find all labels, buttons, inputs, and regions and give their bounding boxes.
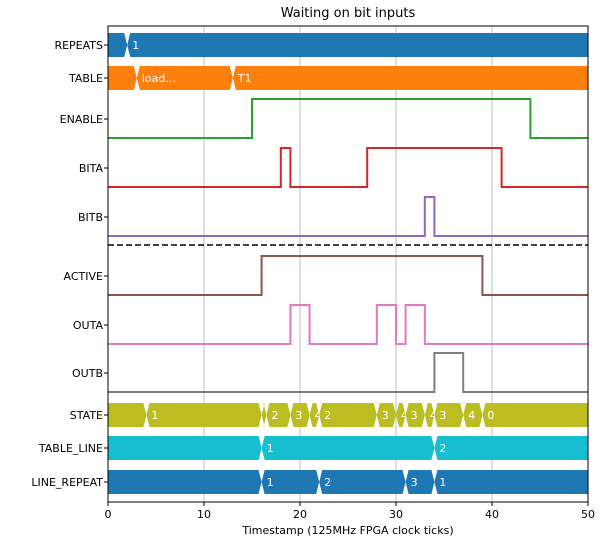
chart-title: Waiting on bit inputs	[281, 6, 416, 21]
x-tick-label-30: 30	[389, 508, 403, 521]
bus-label-TABLE-2: T1	[237, 72, 252, 85]
row-label-REPEATS: REPEATS	[54, 39, 103, 52]
bus-label-STATE-13: 0	[487, 409, 494, 422]
x-axis-label: Timestamp (125MHz FPGA clock ticks)	[241, 524, 453, 537]
bus-segment-STATE-11	[434, 403, 464, 427]
bus-label-STATE-6: 2	[324, 409, 331, 422]
bus-label-STATE-7: 3	[382, 409, 389, 422]
signal-trace-ENABLE	[108, 98, 588, 139]
bus-segment-STATE-1	[146, 403, 262, 427]
bus-segment-STATE-5	[309, 403, 320, 427]
row-label-ACTIVE: ACTIVE	[64, 270, 104, 283]
bus-segment-LINE_REPEAT-3	[405, 470, 435, 494]
bus-segment-STATE-6	[319, 403, 377, 427]
bus-segment-TABLE_LINE-1	[261, 436, 435, 460]
signal-trace-OUTB	[108, 352, 588, 393]
bus-segment-STATE-2	[261, 403, 267, 427]
bus-segment-LINE_REPEAT-2	[319, 470, 406, 494]
bus-label-STATE-11: 3	[439, 409, 446, 422]
bus-segment-LINE_REPEAT-4	[434, 470, 588, 494]
bus-segment-TABLE_LINE-0	[108, 436, 262, 460]
bus-segment-LINE_REPEAT-1	[261, 470, 320, 494]
bus-label-STATE-5: 4	[315, 409, 322, 422]
bus-segment-STATE-9	[405, 403, 425, 427]
bus-segment-STATE-8	[396, 403, 406, 427]
grid-lines	[203, 26, 493, 502]
x-tick-label-40: 40	[485, 508, 499, 521]
bus-segment-STATE-3	[266, 403, 291, 427]
row-label-STATE: STATE	[70, 409, 103, 422]
x-tick-label-50: 50	[581, 508, 595, 521]
row-label-TABLE_LINE: TABLE_LINE	[38, 442, 103, 455]
bus-segment-TABLE-2	[232, 66, 589, 90]
signal-trace-BITA	[108, 147, 588, 188]
bus-segment-STATE-10	[424, 403, 435, 427]
bus-segment-REPEATS-0	[108, 33, 128, 57]
row-labels: REPEATS TABLE ENABLE BITA BITB ACTIVE OUTA OUTB…	[31, 39, 108, 489]
bus-label-REPEATS-1: 1	[132, 39, 139, 52]
bus-label-TABLE_LINE-1: 1	[267, 442, 274, 455]
bus-segment-REPEATS-1	[127, 33, 588, 57]
bus-segment-STATE-0	[108, 403, 147, 427]
row-label-OUTB: OUTB	[72, 367, 103, 380]
bus-segment-STATE-7	[376, 403, 396, 427]
plot-frame	[107, 25, 589, 503]
bus-segment-TABLE-0	[108, 66, 137, 90]
bus-label-STATE-1: 1	[151, 409, 158, 422]
bus-label-LINE_REPEAT-2: 2	[324, 476, 331, 489]
x-tick-label-10: 10	[197, 508, 211, 521]
bus-label-STATE-9: 3	[411, 409, 418, 422]
bus-label-LINE_REPEAT-4: 1	[439, 476, 446, 489]
bus-label-TABLE-1: load...	[142, 72, 176, 85]
bus-label-STATE-4: 3	[295, 409, 302, 422]
bus-segment-LINE_REPEAT-0	[108, 470, 262, 494]
bus-label-STATE-10: 4	[430, 409, 437, 422]
x-tick-label-20: 20	[293, 508, 307, 521]
bus-label-LINE_REPEAT-1: 1	[267, 476, 274, 489]
row-label-LINE_REPEAT: LINE_REPEAT	[31, 476, 103, 489]
bus-label-STATE-12: 4	[468, 409, 475, 422]
bus-label-LINE_REPEAT-3: 3	[411, 476, 418, 489]
bus-segment-STATE-12	[463, 403, 483, 427]
bus-label-STATE-3: 2	[271, 409, 278, 422]
bus-label-STATE-8: 4	[401, 409, 408, 422]
bus-segment-STATE-4	[290, 403, 310, 427]
bus-label-TABLE_LINE-2: 2	[439, 442, 446, 455]
bus-segment-STATE-13	[482, 403, 588, 427]
signal-trace-OUTA	[108, 304, 588, 345]
row-label-ENABLE: ENABLE	[60, 113, 103, 126]
x-tick-label-0: 0	[105, 508, 112, 521]
row-label-TABLE: TABLE	[68, 72, 103, 85]
bus-segment-TABLE-1	[136, 66, 233, 90]
row-label-OUTA: OUTA	[73, 319, 104, 332]
bus-segment-TABLE_LINE-2	[434, 436, 588, 460]
row-label-BITB: BITB	[78, 211, 103, 224]
x-axis: 0 10 20 30 40 50	[105, 502, 595, 521]
row-label-BITA: BITA	[79, 162, 104, 175]
signal-trace-ACTIVE	[108, 255, 588, 296]
signal-trace-BITB	[108, 196, 588, 237]
